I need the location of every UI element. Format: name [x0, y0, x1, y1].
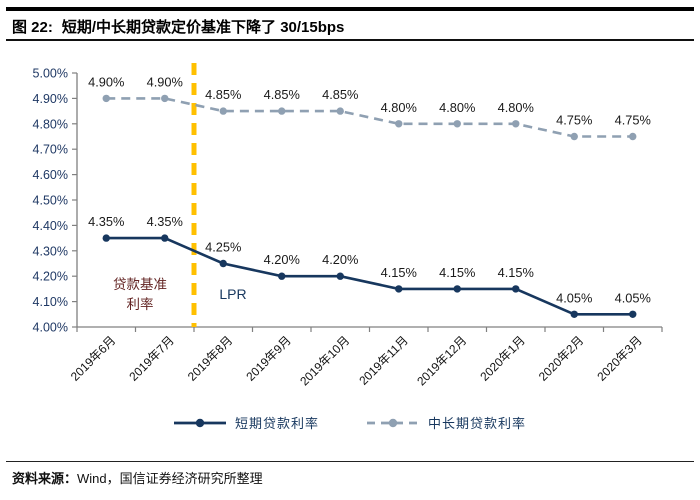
x-tick-label: 2020年1月 — [477, 333, 527, 383]
figure-label: 图 22: — [12, 19, 53, 36]
legend-item-medium-long-term: 中长期贷款利率 — [367, 413, 526, 432]
data-label: 4.35% — [88, 214, 124, 229]
source-note: 资料来源：Wind，国信证券经济研究所整理 — [12, 468, 263, 487]
x-tick-label: 2019年11月 — [356, 333, 411, 388]
title-divider — [6, 39, 694, 41]
y-tick-label: 4.60% — [33, 168, 68, 182]
data-point — [161, 94, 169, 103]
data-point — [219, 259, 227, 268]
legend-label-short-term: 短期贷款利率 — [234, 416, 319, 431]
data-label: 4.35% — [147, 214, 183, 229]
annotation-text: 贷款基准 — [113, 276, 167, 292]
data-point — [161, 234, 169, 242]
annotation-text: LPR — [219, 286, 246, 302]
y-tick-label: 4.70% — [33, 143, 68, 157]
data-point — [629, 132, 637, 141]
x-tick-label: 2019年8月 — [185, 333, 235, 383]
data-label: 4.80% — [439, 100, 475, 115]
data-label: 4.05% — [556, 290, 592, 305]
data-label: 4.90% — [88, 74, 124, 89]
legend: 短期贷款利率 中长期贷款利率 — [0, 413, 700, 432]
y-tick-label: 4.30% — [33, 244, 68, 258]
data-label: 4.25% — [205, 240, 241, 255]
x-tick-label: 2019年9月 — [243, 333, 293, 383]
y-tick-label: 4.80% — [33, 117, 68, 131]
top-rule — [6, 7, 694, 11]
legend-label-medium-long-term: 中长期贷款利率 — [428, 416, 527, 431]
x-tick-label: 2019年6月 — [68, 333, 118, 383]
y-tick-label: 4.50% — [33, 194, 68, 208]
data-point — [512, 120, 520, 128]
chart-area: 5.00% 4.90% 4.80% 4.70% 4.60% 4.50% 4.40% 4.30%… — [0, 55, 700, 400]
legend-marker-medium-long-term-icon — [367, 418, 419, 427]
y-tick-label: 4.00% — [33, 321, 68, 335]
x-tick-label: 2019年10月 — [297, 333, 352, 388]
data-label: 4.15% — [498, 265, 534, 280]
data-label: 4.20% — [322, 252, 358, 267]
y-tick-label: 4.10% — [33, 295, 68, 309]
data-point — [395, 120, 403, 128]
legend-item-short-term: 短期贷款利率 — [173, 413, 319, 432]
series-line-0 — [106, 236, 633, 316]
x-tick-label: 2019年7月 — [126, 333, 176, 383]
x-tick-label: 2020年3月 — [594, 333, 644, 383]
y-tick-label: 5.00% — [33, 67, 68, 81]
x-tick-label: 2020年2月 — [536, 333, 586, 383]
data-label: 4.85% — [205, 87, 241, 102]
data-point — [570, 132, 578, 141]
data-point — [336, 272, 344, 280]
data-point — [278, 107, 286, 115]
data-label: 4.15% — [439, 265, 475, 280]
data-label: 4.20% — [264, 252, 300, 267]
data-point — [395, 285, 403, 293]
annotation-text: 利率 — [127, 296, 154, 312]
data-point — [336, 107, 344, 115]
legend-marker-short-term-icon — [173, 418, 226, 427]
data-label: 4.85% — [264, 87, 300, 102]
data-label: 4.80% — [381, 100, 417, 115]
figure-title-text: 短期/中长期贷款定价基准下降了 30/15bps — [61, 19, 345, 36]
data-label: 4.75% — [615, 113, 651, 128]
data-label: 4.80% — [498, 100, 534, 115]
data-point — [102, 234, 110, 242]
data-point — [629, 310, 637, 318]
data-point — [102, 94, 110, 103]
data-label: 4.15% — [381, 265, 417, 280]
source-label: 资料来源： — [12, 471, 78, 486]
y-tick-label: 4.40% — [33, 219, 68, 233]
chart-canvas: 5.00% 4.90% 4.80% 4.70% 4.60% 4.50% 4.40% 4.30%… — [33, 63, 663, 388]
figure-title: 图 22: 短期/中长期贷款定价基准下降了 30/15bps — [12, 16, 344, 37]
data-label: 4.85% — [322, 87, 358, 102]
source-text: Wind，国信证券经济研究所整理 — [77, 471, 263, 486]
x-tick-label: 2019年12月 — [414, 333, 469, 388]
y-tick-label: 4.20% — [33, 270, 68, 284]
data-point — [570, 310, 578, 318]
data-point — [219, 107, 227, 115]
data-label: 4.90% — [147, 74, 183, 89]
data-point — [278, 272, 286, 280]
data-label: 4.05% — [615, 290, 651, 305]
data-point — [453, 285, 461, 293]
data-point — [453, 120, 461, 128]
data-label: 4.75% — [556, 113, 592, 128]
footer-divider — [6, 461, 694, 462]
data-point — [512, 285, 520, 293]
y-tick-label: 4.90% — [33, 92, 68, 106]
series-line-1 — [106, 97, 633, 138]
